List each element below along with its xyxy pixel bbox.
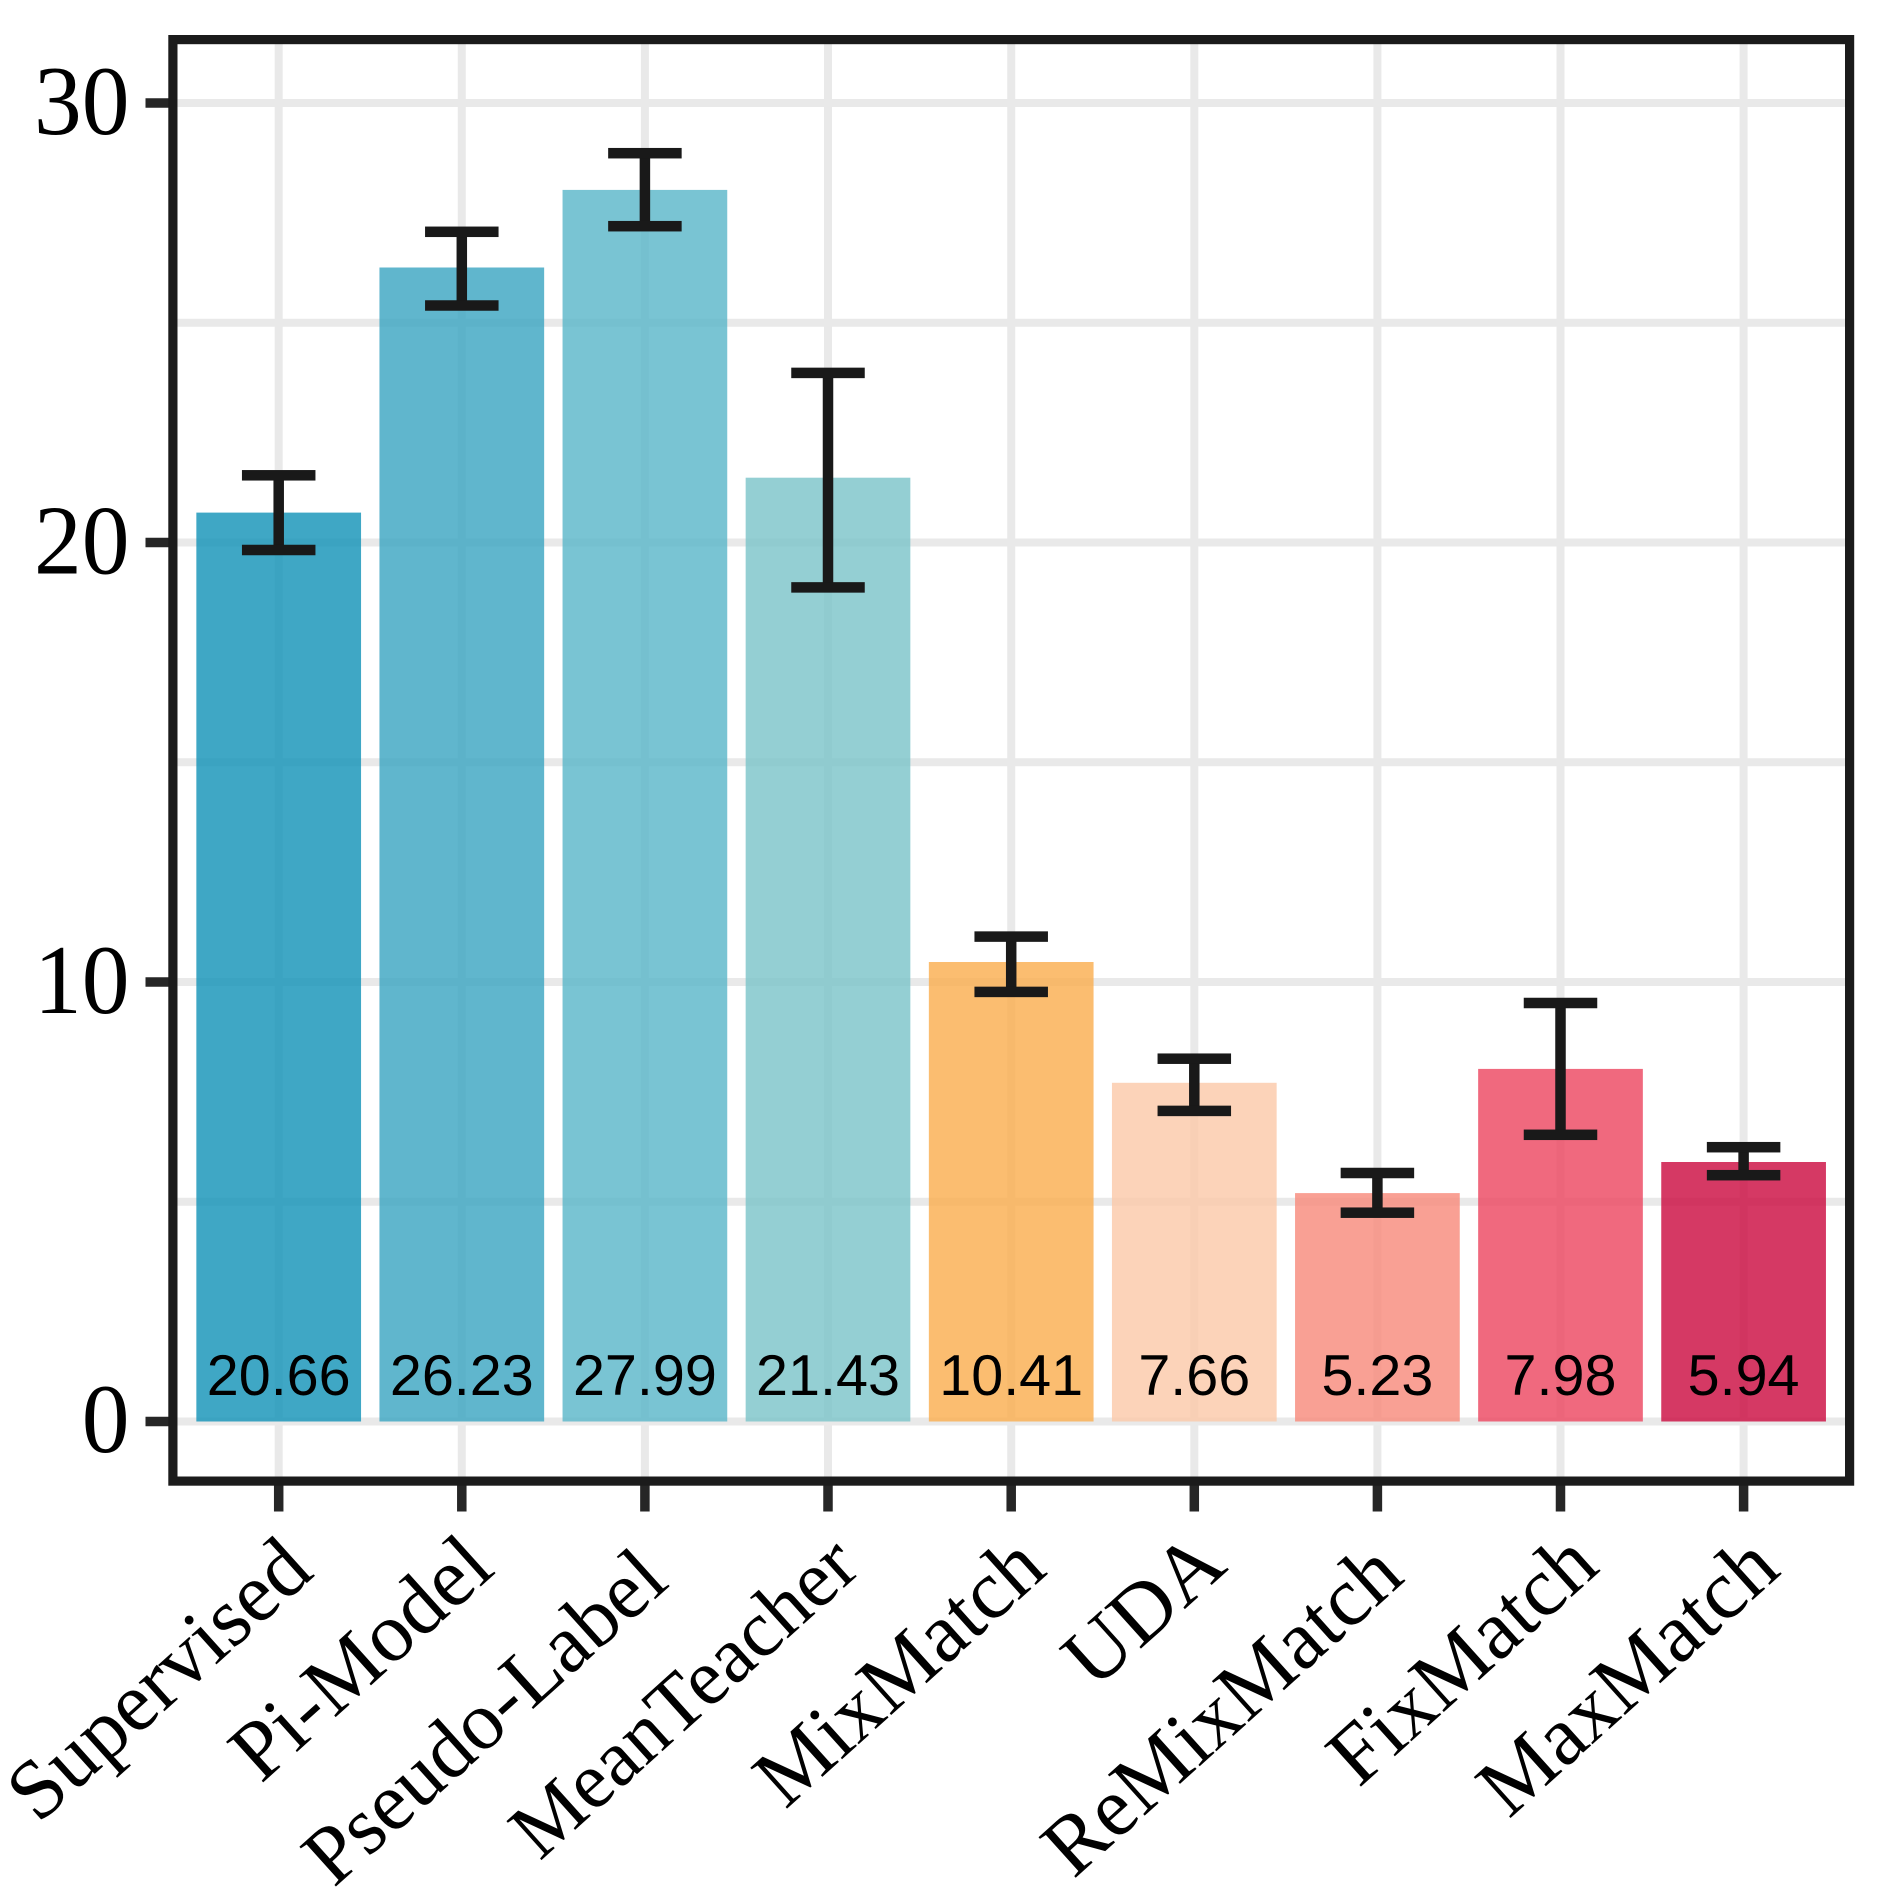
svg-text:5.23: 5.23 [1321,1344,1433,1408]
svg-text:27.99: 27.99 [573,1344,717,1408]
svg-text:21.43: 21.43 [756,1344,900,1408]
svg-text:30: 30 [34,46,130,156]
svg-text:26.23: 26.23 [390,1344,534,1408]
svg-text:5.94: 5.94 [1688,1344,1800,1408]
svg-text:10.41: 10.41 [939,1344,1083,1408]
svg-text:20: 20 [34,486,130,596]
svg-text:0: 0 [82,1364,130,1474]
svg-text:7.66: 7.66 [1138,1344,1250,1408]
svg-text:10: 10 [34,925,130,1035]
svg-text:20.66: 20.66 [207,1344,351,1408]
svg-text:7.98: 7.98 [1505,1344,1617,1408]
